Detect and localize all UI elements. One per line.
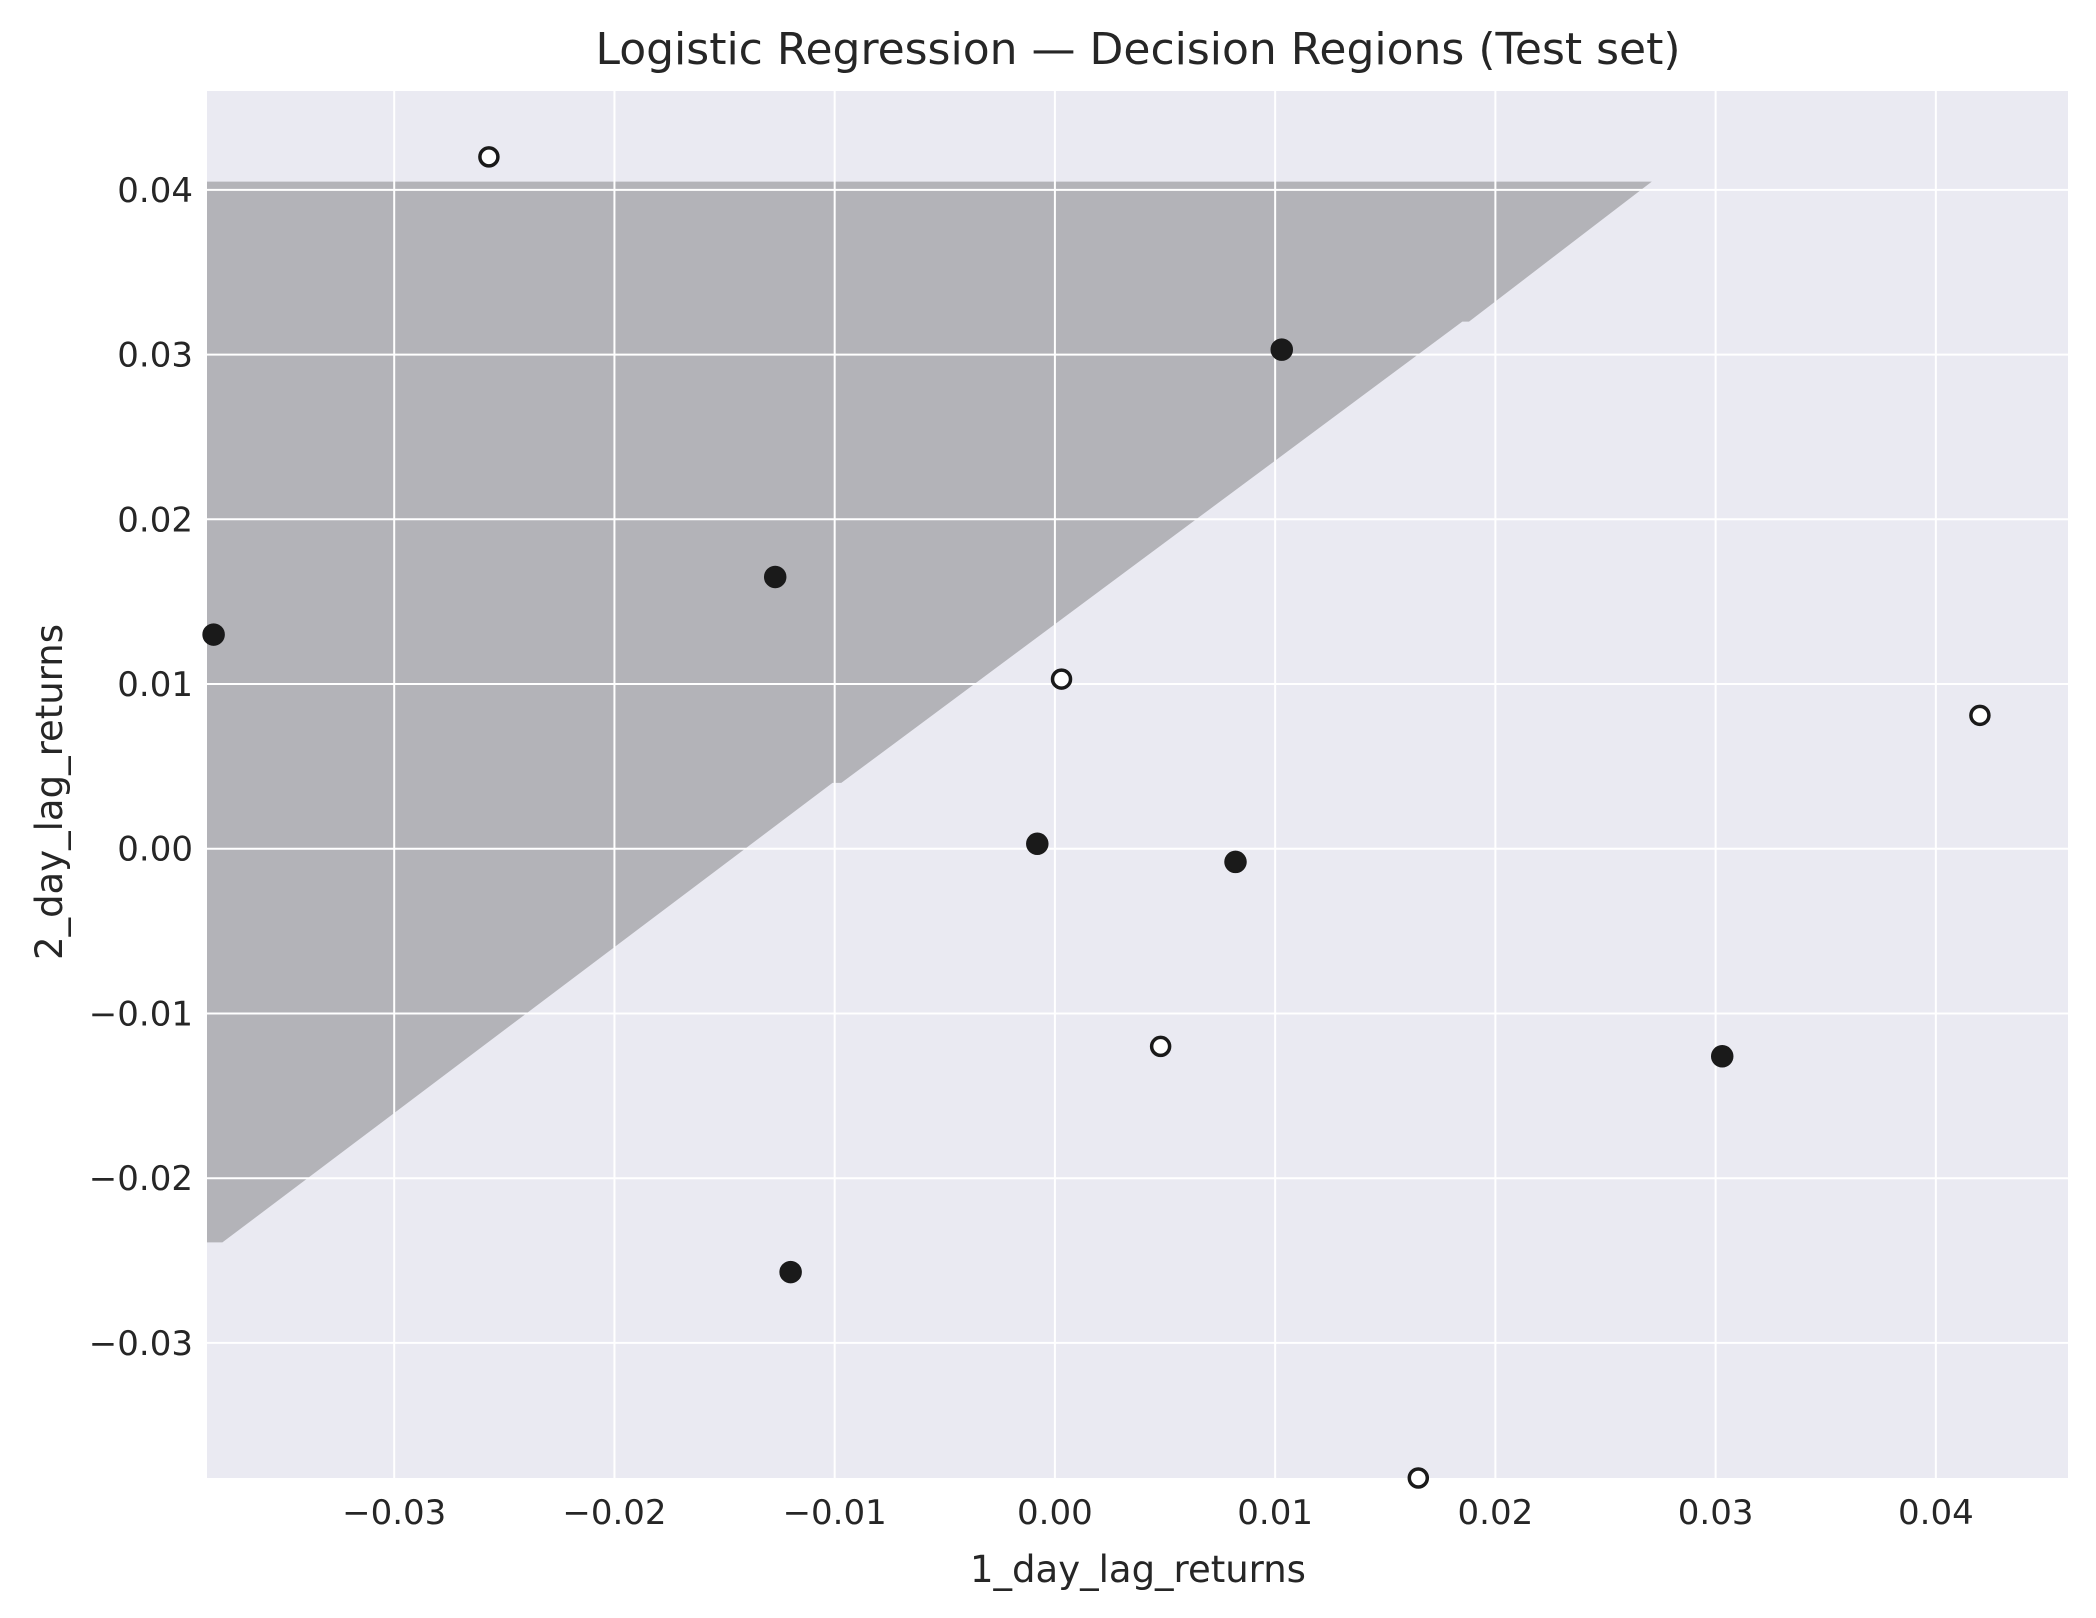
x-tick-label: −0.03 <box>342 1493 446 1533</box>
x-tick-label: −0.01 <box>783 1493 887 1533</box>
decision-region <box>207 181 1652 1243</box>
y-tick-label: 0.01 <box>117 665 193 705</box>
data-point-hollow <box>1969 704 1991 727</box>
y-tick-label: 0.02 <box>117 500 193 540</box>
x-axis-label: 1_day_lag_returns <box>970 1548 1306 1591</box>
x-tick-label: 0.03 <box>1678 1493 1754 1533</box>
x-tick-labels: −0.03 −0.02 −0.01 0.00 0.01 0.02 0.03 0.04 <box>342 1493 1974 1533</box>
data-point-filled <box>1270 338 1294 361</box>
y-tick-label: 0.04 <box>117 171 193 211</box>
data-point-filled <box>1026 832 1049 856</box>
y-tick-label: 0.00 <box>117 830 193 870</box>
data-point-hollow <box>1149 1035 1172 1058</box>
y-tick-label: −0.02 <box>89 1159 193 1199</box>
data-point-filled <box>202 623 225 646</box>
data-point-filled <box>763 565 787 589</box>
data-point-hollow <box>478 146 500 168</box>
data-point-filled <box>779 1260 802 1284</box>
y-axis-label: 2_day_lag_returns <box>28 624 71 960</box>
chart-title: Logistic Regression — Decision Regions (… <box>595 24 1680 75</box>
y-tick-labels: −0.03 −0.02 −0.01 0.00 0.01 0.02 0.03 0.04 <box>89 171 193 1364</box>
grid-layer <box>207 91 2068 1478</box>
plot-area <box>202 91 2068 1489</box>
x-tick-label: 0.04 <box>1898 1493 1974 1533</box>
x-tick-label: −0.02 <box>562 1493 666 1533</box>
y-tick-label: −0.03 <box>89 1324 193 1364</box>
y-tick-label: 0.03 <box>117 336 193 376</box>
data-point-filled <box>1710 1045 1734 1068</box>
x-tick-label: 0.01 <box>1237 1493 1313 1533</box>
points-layer <box>202 146 1991 1489</box>
x-tick-label: 0.02 <box>1458 1493 1534 1533</box>
y-tick-label: −0.01 <box>89 994 193 1034</box>
data-point-filled <box>1224 850 1247 874</box>
x-tick-label: 0.00 <box>1017 1493 1093 1533</box>
data-point-hollow <box>1050 668 1073 690</box>
data-point-hollow <box>1407 1467 1430 1489</box>
decision-region-layer <box>207 181 1652 1243</box>
